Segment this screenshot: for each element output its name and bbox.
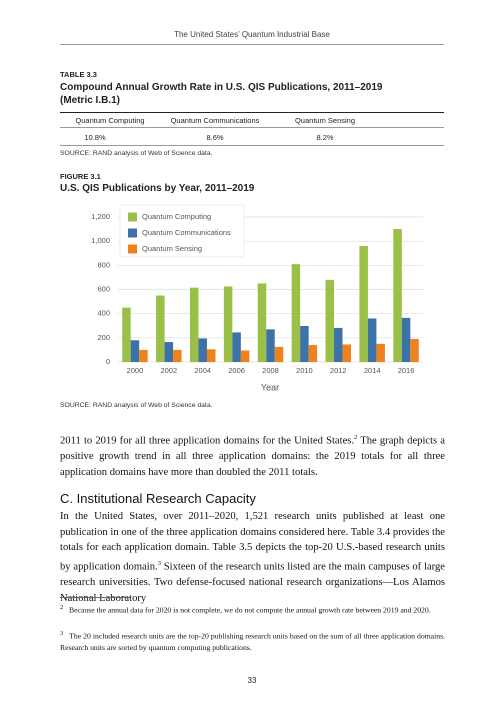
y-tick-label: 1,000: [91, 236, 110, 245]
bar: [359, 246, 368, 362]
bar: [401, 317, 411, 362]
text: 2011 to 2019 for all three application d…: [60, 435, 355, 447]
text: In the United States, over 2011–2020, 1,…: [60, 511, 445, 573]
section-heading: C. Institutional Research Capacity: [60, 491, 256, 506]
bar: [367, 318, 377, 362]
legend-swatch: [128, 244, 137, 254]
legend-label: Quantum Communications: [142, 228, 231, 237]
footnote-number: 3: [60, 630, 64, 637]
bar: [342, 344, 352, 362]
table-title: Compound Annual Growth Rate in U.S. QIS …: [60, 82, 383, 106]
rule: [60, 127, 444, 128]
bar: [308, 345, 318, 362]
bar: [257, 283, 267, 362]
bar: [410, 339, 419, 362]
footnote: 2 Because the annual data for 2020 is no…: [60, 602, 445, 616]
bar: [223, 286, 233, 362]
x-axis-label: Year: [261, 382, 279, 392]
bar: [291, 264, 301, 362]
bar: [325, 279, 335, 362]
y-tick-label: 800: [97, 260, 110, 269]
legend-label: Quantum Sensing: [142, 244, 202, 253]
legend-swatch: [128, 228, 137, 238]
page-number: 33: [247, 676, 257, 685]
table-cell: 10.8%: [84, 133, 106, 142]
rule: [60, 44, 444, 45]
bar: [300, 325, 309, 362]
figure-label: FIGURE 3.1: [60, 172, 101, 181]
bar: [156, 295, 165, 362]
table-label: TABLE 3.3: [60, 70, 97, 79]
bar: [173, 349, 182, 362]
bar: [130, 340, 140, 362]
text: Sixteen of the research units listed are…: [60, 561, 445, 604]
y-tick-label: 0: [106, 357, 110, 366]
column-header: Quantum Sensing: [294, 116, 356, 125]
y-tick-label: 400: [97, 309, 110, 318]
bar: [189, 287, 199, 362]
legend-label: Quantum Computing: [142, 212, 211, 221]
bar: [164, 342, 174, 362]
bar: [232, 332, 241, 362]
y-tick-label: 200: [97, 333, 110, 342]
legend-box: [119, 204, 245, 258]
rule: [60, 112, 444, 113]
x-tick-label: 2006: [228, 366, 245, 375]
x-tick-label: 2014: [364, 366, 381, 375]
footnote-text: Because the annual data for 2020 is not …: [69, 605, 431, 615]
x-tick-label: 2008: [262, 366, 279, 375]
footnote-ref: 3: [157, 559, 161, 567]
footnote: 3 The 20 included research units are the…: [60, 628, 445, 653]
chart-title: U.S. QIS Publications by Year, 2011–2019: [60, 183, 255, 194]
bar: [274, 346, 284, 362]
paragraph: In the United States, over 2011–2020, 1,…: [60, 509, 445, 606]
table-source: SOURCE: RAND analysis of Web of Science …: [60, 150, 213, 157]
x-tick-label: 2004: [194, 366, 211, 375]
rule: [60, 145, 444, 146]
legend-swatch: [128, 212, 137, 222]
text: The graph depicts a positive growth tren…: [60, 435, 446, 478]
chart: Year 0 200 400 600 800 1,000 1,200 2000 2002 2004…: [91, 204, 423, 392]
bar: [240, 350, 250, 362]
paragraph: 2011 to 2019 for all three application d…: [60, 430, 445, 480]
bar: [334, 327, 343, 362]
bar: [393, 229, 402, 362]
y-tick-label: 1,200: [91, 212, 110, 221]
x-tick-label: 2010: [296, 366, 313, 375]
figure-source: SOURCE: RAND analysis of Web of Science …: [60, 402, 213, 409]
table-cell: 8.6%: [206, 133, 224, 142]
x-tick-label: 2000: [127, 366, 144, 375]
footnote-ref: 2: [354, 434, 358, 441]
table-cell: 8.2%: [316, 133, 334, 142]
running-title: The United States’ Quantum Industrial Ba…: [174, 30, 330, 39]
footnote-text: The 20 included research units are the t…: [60, 631, 445, 652]
bar: [198, 338, 207, 362]
column-header: Quantum Communications: [170, 116, 260, 125]
x-tick-label: 2002: [160, 366, 177, 375]
bar: [266, 329, 275, 362]
column-header: Quantum Computing: [75, 116, 145, 125]
bar: [376, 343, 385, 362]
footnote-rule: [60, 597, 130, 598]
x-tick-label: 2012: [330, 366, 347, 375]
bar: [122, 307, 131, 362]
y-tick-label: 600: [97, 284, 110, 293]
bar: [206, 349, 216, 362]
x-tick-label: 2016: [398, 366, 415, 375]
bar: [139, 349, 148, 362]
footnote-number: 2: [60, 604, 64, 611]
